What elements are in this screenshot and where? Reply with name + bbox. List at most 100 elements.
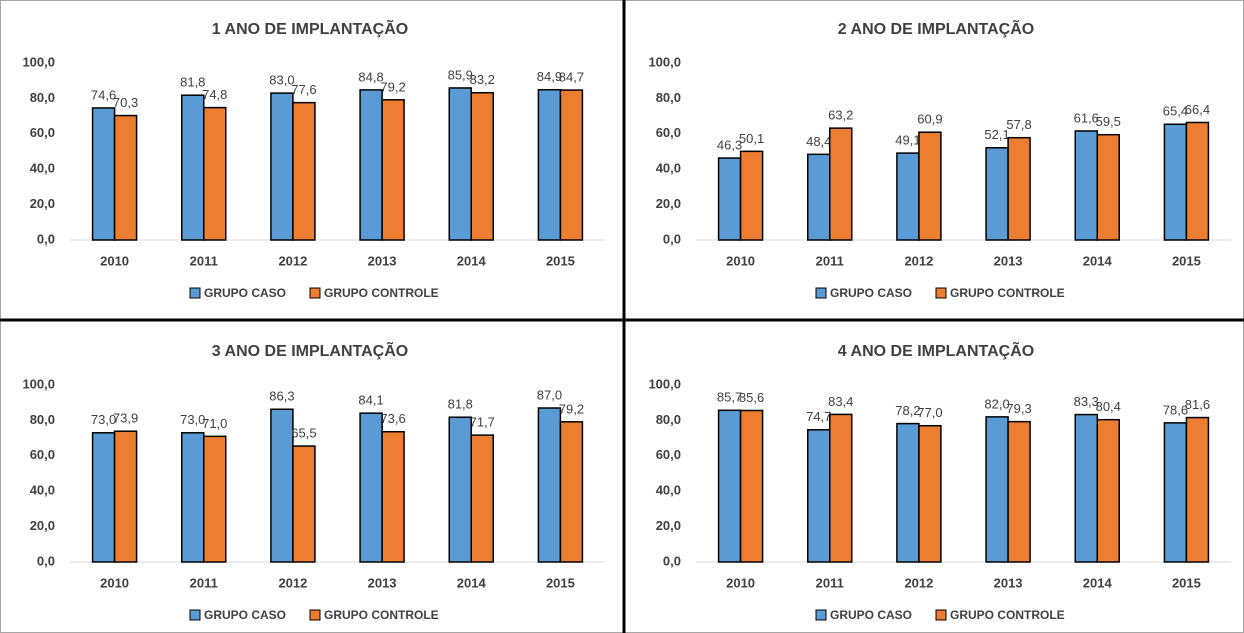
y-tick-label: 100,0	[22, 54, 55, 69]
data-label: 83,0	[269, 73, 294, 88]
bar	[91, 432, 116, 563]
y-tick-label: 60,0	[656, 125, 681, 140]
y-tick-label: 60,0	[30, 125, 55, 140]
data-label: 85,9	[448, 67, 473, 82]
y-tick-label: 0,0	[663, 553, 681, 568]
data-label: 73,0	[180, 412, 205, 427]
bar	[807, 153, 831, 241]
data-label: 57,8	[1006, 117, 1031, 132]
bar	[359, 89, 383, 241]
y-tick-label: 20,0	[30, 518, 55, 533]
x-tick-label: 2012	[278, 575, 307, 590]
legend-label: GRUPO CASO	[830, 608, 912, 622]
x-tick-label: 2015	[546, 575, 575, 590]
data-label: 81,8	[448, 397, 473, 412]
x-tick-label: 2014	[457, 253, 487, 268]
data-label: 49,1	[895, 133, 920, 148]
y-tick-label: 20,0	[656, 196, 681, 211]
y-tick-label: 20,0	[656, 518, 681, 533]
bar	[1007, 136, 1031, 241]
data-label: 70,3	[113, 95, 138, 110]
x-tick-label: 2015	[1172, 575, 1201, 590]
bar	[1074, 413, 1098, 563]
data-label: 63,2	[828, 108, 853, 123]
legend-swatch	[815, 609, 827, 621]
x-tick-label: 2012	[904, 253, 933, 268]
data-label: 84,9	[537, 69, 562, 84]
bar	[559, 89, 584, 241]
bar	[1163, 422, 1188, 563]
bar	[985, 416, 1009, 563]
data-label: 80,4	[1096, 399, 1121, 414]
bar	[270, 92, 294, 241]
data-label: 48,4	[806, 134, 831, 149]
x-tick-label: 2012	[904, 575, 933, 590]
bar	[292, 101, 316, 241]
data-label: 74,6	[91, 87, 116, 102]
bar	[537, 88, 562, 241]
data-label: 86,3	[269, 389, 294, 404]
data-label: 83,2	[470, 72, 495, 87]
x-tick-label: 2013	[368, 575, 397, 590]
data-label: 60,9	[917, 112, 942, 127]
legend-swatch	[189, 287, 201, 299]
bar	[1074, 130, 1098, 241]
chart: 1 ANO DE IMPLANTAÇÃO 0,0 20,0 40,0 60,0 80,0 1…	[22, 18, 605, 300]
x-tick-label: 2011	[816, 253, 844, 268]
y-tick-label: 60,0	[30, 447, 55, 462]
data-label: 77,6	[291, 82, 316, 97]
data-label: 74,7	[806, 409, 831, 424]
bar	[381, 99, 405, 241]
data-label: 87,0	[537, 387, 562, 402]
bar	[1096, 418, 1120, 563]
bar	[829, 413, 853, 563]
y-tick-label: 100,0	[648, 54, 681, 69]
data-label: 61,6	[1074, 110, 1099, 125]
bar	[717, 409, 742, 563]
data-label: 50,1	[739, 131, 764, 146]
x-tick-label: 2012	[278, 253, 307, 268]
data-label: 85,6	[739, 390, 764, 405]
y-tick-label: 0,0	[663, 231, 681, 246]
data-label: 65,5	[291, 426, 316, 441]
data-label: 83,3	[1074, 394, 1099, 409]
legend-swatch	[935, 609, 947, 621]
y-tick-label: 40,0	[656, 483, 681, 498]
legend-label: GRUPO CASO	[204, 286, 286, 300]
bar	[559, 421, 584, 563]
y-tick-label: 60,0	[656, 447, 681, 462]
bar	[203, 435, 227, 563]
bar	[739, 409, 764, 563]
legend-label: GRUPO CASO	[204, 608, 286, 622]
bar	[113, 430, 138, 563]
data-label: 79,2	[380, 79, 405, 94]
bar	[1007, 420, 1031, 563]
bar	[381, 430, 405, 563]
bar	[1185, 121, 1210, 241]
x-tick-label: 2010	[726, 253, 755, 268]
data-label: 81,8	[180, 75, 205, 90]
data-label: 74,8	[202, 87, 227, 102]
data-label: 73,0	[91, 412, 116, 427]
data-label: 85,7	[717, 390, 742, 405]
chart-title: 3 ANO DE IMPLANTAÇÃO	[212, 340, 408, 360]
legend-swatch	[815, 287, 827, 299]
legend-label: GRUPO CONTROLE	[324, 608, 439, 622]
legend-swatch	[309, 287, 321, 299]
bar	[91, 107, 116, 241]
y-tick-label: 80,0	[656, 412, 681, 427]
bar	[918, 424, 942, 563]
bar	[113, 114, 138, 241]
x-tick-label: 2010	[100, 253, 129, 268]
x-tick-label: 2011	[190, 575, 218, 590]
data-label: 82,0	[984, 396, 1009, 411]
data-label: 78,2	[895, 403, 920, 418]
chart-title: 2 ANO DE IMPLANTAÇÃO	[838, 18, 1034, 38]
x-tick-label: 2010	[100, 575, 129, 590]
legend-label: GRUPO CASO	[830, 286, 912, 300]
x-tick-label: 2014	[1083, 253, 1113, 268]
y-tick-label: 40,0	[30, 161, 55, 176]
x-tick-label: 2013	[994, 253, 1023, 268]
y-tick-label: 0,0	[37, 231, 55, 246]
x-tick-label: 2014	[457, 575, 487, 590]
